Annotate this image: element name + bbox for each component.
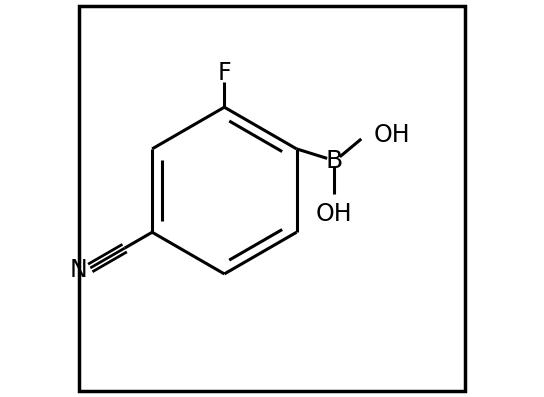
Text: B: B (326, 149, 343, 173)
Text: OH: OH (374, 123, 411, 147)
Text: F: F (218, 62, 231, 85)
Text: OH: OH (316, 202, 353, 226)
Text: N: N (69, 258, 87, 282)
